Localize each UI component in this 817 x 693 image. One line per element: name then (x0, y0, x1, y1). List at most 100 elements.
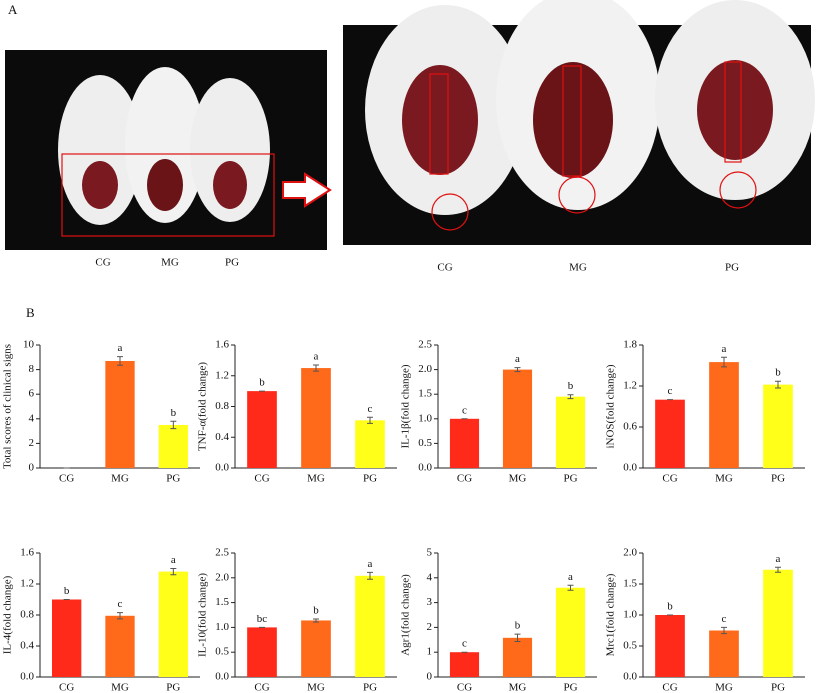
bar (247, 627, 277, 677)
y-tick-label: 0.4 (20, 640, 34, 652)
significance-letter: c (462, 638, 467, 650)
photo-left (5, 50, 327, 250)
error-bar (170, 568, 177, 576)
error-bar (313, 618, 319, 623)
y-tick-label: 0.5 (418, 437, 432, 449)
photo-label: PG (725, 262, 739, 274)
y-tick-label: 2.0 (418, 363, 432, 375)
bar-chart: 0.0 0.5 1.0 1.5 2.0 2.5 IL-1β(fold change) CG c M… (400, 339, 597, 485)
significance-letter: b (171, 407, 177, 419)
x-tick-label: PG (363, 473, 377, 485)
x-tick-label: CG (662, 473, 677, 485)
x-tick-label: PG (166, 682, 180, 693)
bar-chart: 0.0 0.4 0.8 1.2 1.6 TNF-α(fold change) CG b MG a P… (197, 339, 397, 485)
significance-letter: bc (257, 613, 268, 625)
bar-chart: 0.0 0.5 1.0 1.5 2.0 2.5 IL-10(fold change) CG bc… (197, 547, 397, 693)
photo-label: MG (161, 257, 179, 269)
y-tick-label: 1.6 (20, 547, 34, 559)
y-axis-label: Agr1(fold change) (400, 574, 412, 656)
x-tick-label: MG (111, 682, 129, 693)
error-bar (514, 367, 521, 373)
x-tick-label: PG (771, 682, 785, 693)
y-tick-label: 0 (29, 462, 35, 474)
significance-letter: c (462, 404, 467, 416)
bar (709, 362, 739, 468)
bar (158, 424, 188, 468)
y-tick-label: 0.6 (623, 421, 637, 433)
error-bar (367, 416, 373, 424)
error-bar (170, 420, 177, 430)
error-bar (567, 584, 574, 591)
bar (502, 369, 533, 468)
x-tick-label: CG (457, 682, 472, 693)
x-tick-label: PG (771, 473, 785, 485)
y-tick-label: 0.8 (215, 400, 229, 412)
bar (301, 368, 331, 468)
bar (355, 420, 385, 468)
error-bar (775, 380, 781, 389)
bar-chart: 0.0 0.5 1.0 1.5 2.0 Mrc1(fold change) CG b MG c PG… (605, 547, 805, 693)
error-bar (117, 612, 123, 620)
y-tick-label: 4 (29, 412, 35, 424)
photo-label: PG (225, 257, 239, 269)
bar (655, 615, 685, 677)
y-tick-label: 2 (427, 621, 433, 633)
x-tick-label: CG (457, 473, 472, 485)
bar (247, 391, 277, 468)
y-tick-label: 0.0 (215, 462, 229, 474)
significance-letter: a (314, 351, 319, 363)
y-tick-label: 1.2 (20, 578, 34, 590)
x-tick-label: MG (307, 682, 325, 693)
photo-label: MG (569, 262, 587, 274)
y-axis-label: IL-4(fold change) (2, 575, 14, 654)
y-tick-label: 0.0 (623, 671, 637, 683)
y-tick-label: 1.8 (623, 339, 637, 351)
y-tick-label: 4 (427, 571, 433, 583)
significance-letter: b (667, 601, 673, 613)
y-tick-label: 1.0 (418, 412, 432, 424)
x-tick-label: PG (563, 473, 577, 485)
x-tick-label: MG (715, 682, 733, 693)
x-tick-label: MG (307, 473, 325, 485)
y-tick-label: 1.2 (623, 380, 637, 392)
y-tick-label: 1.0 (215, 621, 229, 633)
error-bar (367, 571, 373, 580)
bar (105, 615, 135, 677)
photo-label: CG (95, 257, 110, 269)
significance-letter: a (171, 554, 176, 566)
bar (105, 360, 135, 468)
significance-letter: c (118, 598, 123, 610)
x-tick-label: MG (509, 682, 527, 693)
y-tick-label: 10 (23, 339, 35, 351)
bar-chart: 0 2 4 6 8 10 Total scores of clinical signs CG M… (2, 339, 200, 485)
significance-letter: b (313, 604, 319, 616)
y-tick-label: 1.5 (215, 596, 229, 608)
significance-letter: a (568, 571, 573, 583)
arrow (282, 172, 332, 208)
significance-letter: a (515, 353, 520, 365)
significance-letter: b (515, 620, 521, 632)
x-tick-label: PG (166, 473, 180, 485)
y-tick-label: 0.0 (215, 671, 229, 683)
bar (555, 587, 586, 677)
bar-chart: 0.0 0.6 1.2 1.8 iNOS(fold change) CG c MG a PG b (605, 339, 805, 485)
y-tick-label: 2.5 (215, 547, 229, 559)
y-tick-label: 6 (29, 388, 35, 400)
y-tick-label: 1 (427, 646, 433, 658)
y-tick-label: 0.0 (623, 462, 637, 474)
bar (763, 569, 793, 677)
x-tick-label: PG (563, 682, 577, 693)
bar (555, 396, 586, 468)
bar (52, 599, 82, 677)
significance-letter: a (118, 342, 123, 354)
y-tick-label: 2.0 (623, 547, 637, 559)
y-tick-label: 1.5 (623, 578, 637, 590)
y-tick-label: 0.4 (215, 431, 229, 443)
y-axis-label: Total scores of clinical signs (2, 344, 14, 469)
x-tick-label: PG (363, 682, 377, 693)
x-tick-label: MG (715, 473, 733, 485)
bar (158, 571, 188, 677)
bar (449, 652, 480, 677)
y-tick-label: 1.5 (418, 388, 432, 400)
y-tick-label: 1.0 (623, 609, 637, 621)
